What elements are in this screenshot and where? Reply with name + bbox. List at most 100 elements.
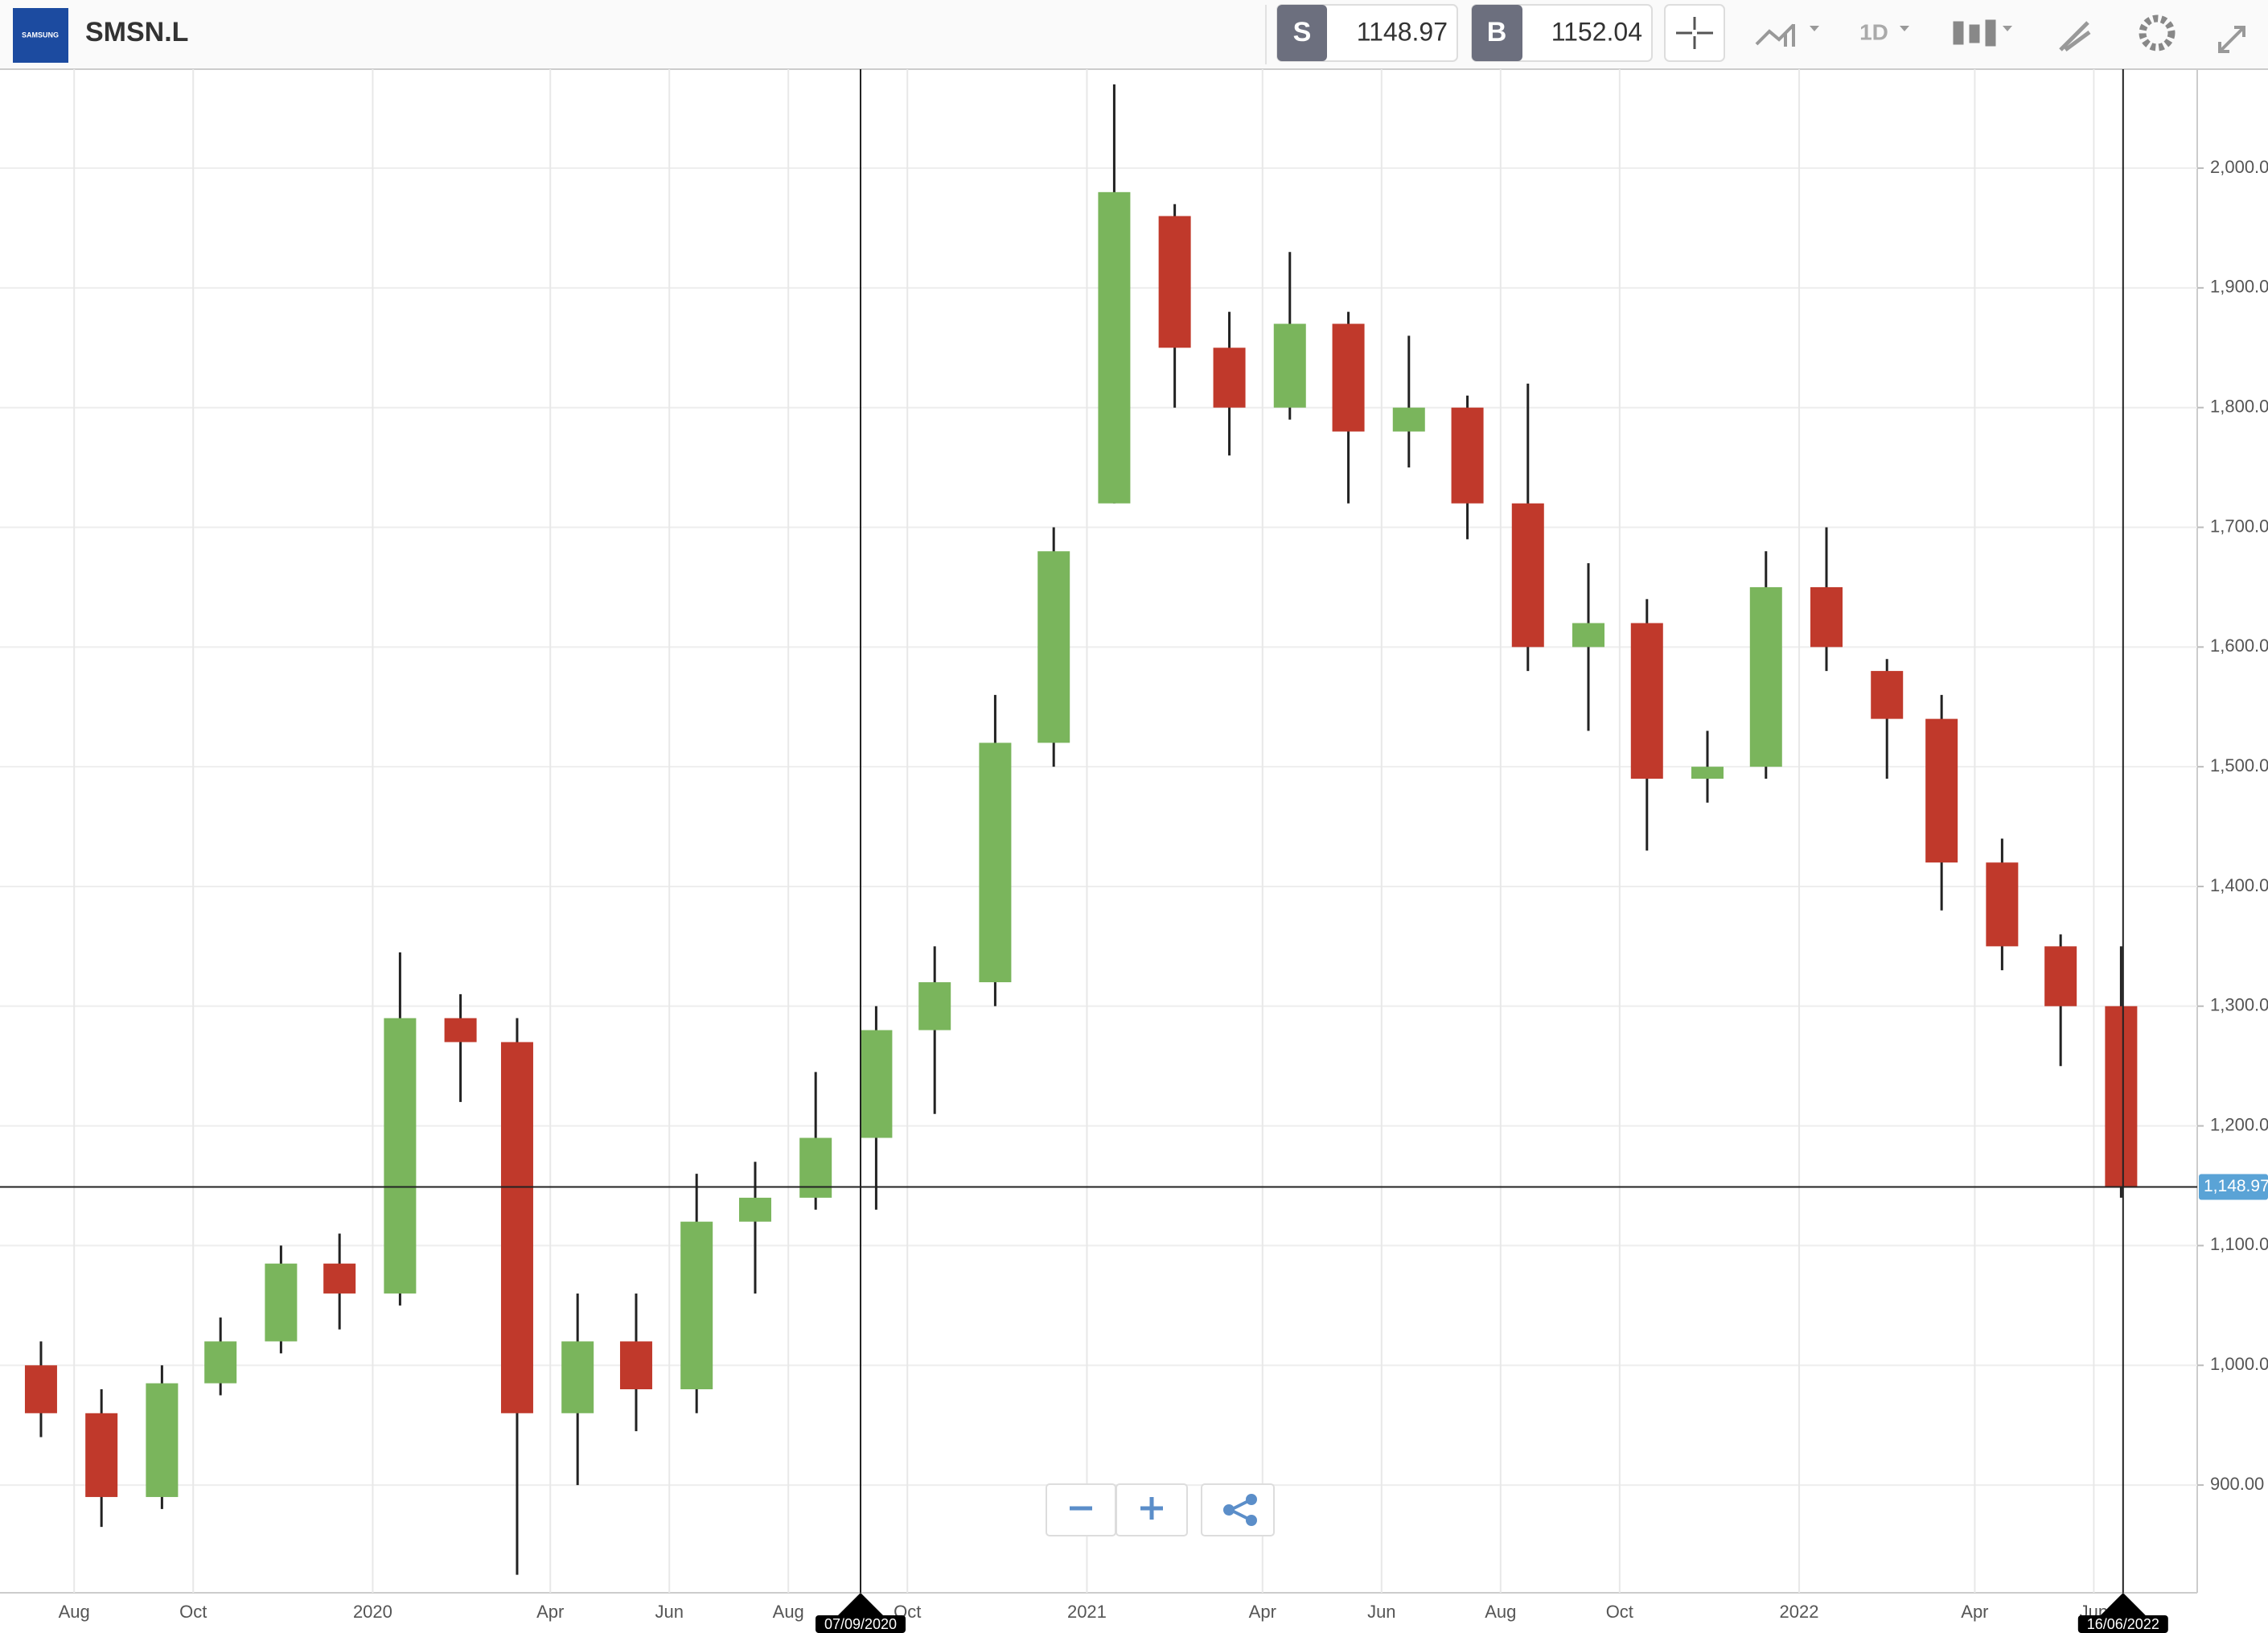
y-tick-label: 1,200.00 xyxy=(2210,1114,2268,1134)
date-marker xyxy=(836,1593,885,1617)
x-tick-label: Oct xyxy=(1606,1602,1633,1622)
x-tick-label: 2022 xyxy=(1780,1602,1819,1622)
date-tag xyxy=(2077,1615,2168,1633)
grid: 900.00 1,000.00 1,100.00 1,200.00 1,300.00 1,… xyxy=(0,69,2268,1622)
candle-body xyxy=(1213,348,1246,408)
y-tick-label: 1,700.00 xyxy=(2210,516,2268,536)
candle-body xyxy=(1392,407,1425,432)
logo-text: SAMSUNG xyxy=(22,31,59,39)
chart-type-icon[interactable] xyxy=(1755,23,1795,47)
candle-body xyxy=(860,1030,893,1138)
icon-part xyxy=(1969,24,1980,43)
candle-body xyxy=(1572,623,1604,648)
sell-button[interactable] xyxy=(1277,5,1327,61)
x-tick-label: Jun xyxy=(655,1602,683,1622)
candle-body xyxy=(1332,323,1365,432)
y-tick-label: 1,300.00 xyxy=(2210,995,2268,1015)
icon-part xyxy=(1953,21,1964,45)
candle-body xyxy=(1871,671,1904,719)
x-tick-label: 2020 xyxy=(353,1602,392,1622)
sell-price: 1148.97 xyxy=(1357,17,1448,46)
crosshair-tool[interactable] xyxy=(1664,4,1725,62)
date-tag xyxy=(815,1615,906,1633)
candle-body xyxy=(323,1263,356,1294)
icon-part xyxy=(1985,19,1996,47)
dropdown-arrow xyxy=(1900,26,1909,31)
candle-body xyxy=(799,1137,832,1198)
y-tick-label: 1,500.00 xyxy=(2210,755,2268,775)
x-tick-label: Oct xyxy=(179,1602,207,1622)
expand-icon[interactable] xyxy=(2218,26,2245,53)
price-tag-label: 1,148.97 xyxy=(2204,1177,2268,1195)
draw-icon[interactable] xyxy=(2059,21,2091,52)
candle-body xyxy=(2044,946,2077,1006)
crosshair-icon xyxy=(1676,17,1713,49)
y-tick-label: 2,000.00 xyxy=(2210,157,2268,177)
candle-body xyxy=(561,1341,594,1413)
date-tag-label: 07/09/2020 xyxy=(824,1616,897,1632)
symbol: SMSN.L xyxy=(85,17,188,47)
dropdown-arrow xyxy=(1810,26,1819,31)
settings-icon[interactable] xyxy=(2139,14,2176,51)
plus-icon xyxy=(1140,1497,1163,1520)
buy-button[interactable] xyxy=(1472,5,1522,61)
candle-body xyxy=(1691,767,1724,779)
candle-body xyxy=(384,1018,417,1294)
candle-body xyxy=(1986,862,2019,947)
y-tick-label: 900.00 xyxy=(2210,1474,2264,1494)
buy-price: 1152.04 xyxy=(1551,17,1642,46)
x-tick-label: Aug xyxy=(773,1602,804,1622)
share-dot xyxy=(1223,1504,1235,1516)
candle-icon[interactable] xyxy=(1953,19,1996,47)
tool-box[interactable] xyxy=(1664,4,1725,62)
candle-body xyxy=(204,1341,237,1384)
candle-body xyxy=(1037,551,1070,743)
candle-body xyxy=(1925,718,1958,863)
zoom-controls xyxy=(1046,1483,1275,1536)
candle-body xyxy=(1273,323,1306,408)
plot xyxy=(24,84,2138,1575)
candle-body xyxy=(1158,216,1191,348)
candle-body xyxy=(1630,623,1663,779)
overlay: 1,148.97 07/09/2020 16/06/2022 xyxy=(0,69,2268,1633)
y-tick-label: 1,400.00 xyxy=(2210,875,2268,895)
candle-body xyxy=(85,1413,118,1497)
candle-body xyxy=(1098,191,1131,504)
candle-body xyxy=(24,1365,57,1413)
y-tick-label: 1,600.00 xyxy=(2210,636,2268,656)
x-tick-label: Apr xyxy=(1961,1602,1988,1622)
candle-body xyxy=(1810,586,1843,648)
buy-label: B xyxy=(1487,17,1507,47)
y-tick-label: 1,900.00 xyxy=(2210,277,2268,297)
x-tick-label: Apr xyxy=(536,1602,564,1622)
dropdown-arrow xyxy=(2003,26,2012,31)
candle-body xyxy=(500,1042,533,1413)
price-tag xyxy=(2199,1174,2268,1200)
sell-label: S xyxy=(1293,17,1312,47)
candle-body xyxy=(918,982,951,1030)
candle-body xyxy=(2105,1006,2138,1187)
candle-body xyxy=(979,742,1012,983)
share[interactable] xyxy=(1201,1483,1275,1536)
logo xyxy=(13,8,68,63)
date-tag-label: 16/06/2022 xyxy=(2087,1616,2159,1632)
share-dot xyxy=(1246,1494,1257,1505)
candle-body xyxy=(265,1263,298,1342)
x-tick-label: Aug xyxy=(1485,1602,1516,1622)
toolbar xyxy=(0,0,2268,69)
date-marker xyxy=(2098,1593,2147,1617)
candle-body xyxy=(146,1383,179,1497)
interval[interactable]: 1D xyxy=(1859,19,1888,44)
candle-body xyxy=(680,1221,713,1390)
candle-body xyxy=(444,1018,477,1043)
share-dot xyxy=(1246,1515,1257,1526)
candle-body xyxy=(1749,586,1782,767)
y-tick-label: 1,800.00 xyxy=(2210,397,2268,417)
x-tick-label: Jun xyxy=(1367,1602,1395,1622)
candle-body xyxy=(619,1341,652,1390)
y-tick-label: 1,100.00 xyxy=(2210,1234,2268,1254)
x-tick-label: Aug xyxy=(59,1602,90,1622)
candle-body xyxy=(738,1197,771,1222)
